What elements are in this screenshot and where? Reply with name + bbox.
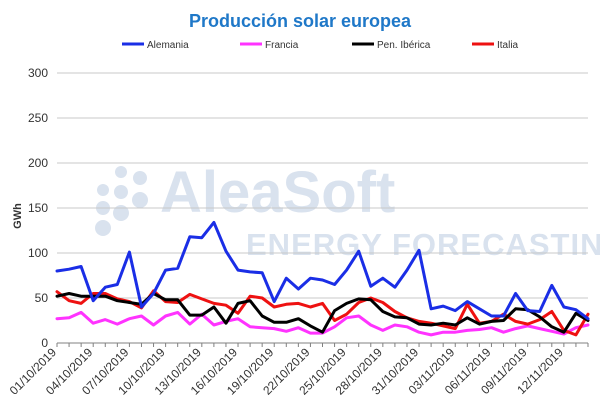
y-tick-label: 250 [28,111,48,125]
legend-label: Francia [265,40,299,51]
watermark-brand: AleaSoft [160,160,395,225]
legend: Alemania Francia Pen. Ibérica Italia [122,40,519,51]
y-tick-label: 0 [41,336,48,350]
aleasoft-watermark: AleaSoft ENERGY FORECASTING [95,160,600,262]
chart-title: Producción solar europea [189,11,412,31]
legend-label: Pen. Ibérica [377,40,431,51]
y-axis: 0 50 100 150 200 250 300 [28,66,48,350]
legend-label: Alemania [147,40,189,51]
y-tick-label: 100 [28,246,48,260]
y-tick-label: 300 [28,66,48,80]
y-axis-label: GWh [12,203,24,229]
watermark-dots-icon [95,166,148,236]
y-tick-label: 200 [28,156,48,170]
watermark-tagline: ENERGY FORECASTING [246,227,600,262]
y-tick-label: 50 [35,291,49,305]
series-group [55,220,590,337]
legend-label: Italia [497,40,519,51]
series-line-alemania [55,220,590,321]
y-tick-label: 150 [28,201,48,215]
